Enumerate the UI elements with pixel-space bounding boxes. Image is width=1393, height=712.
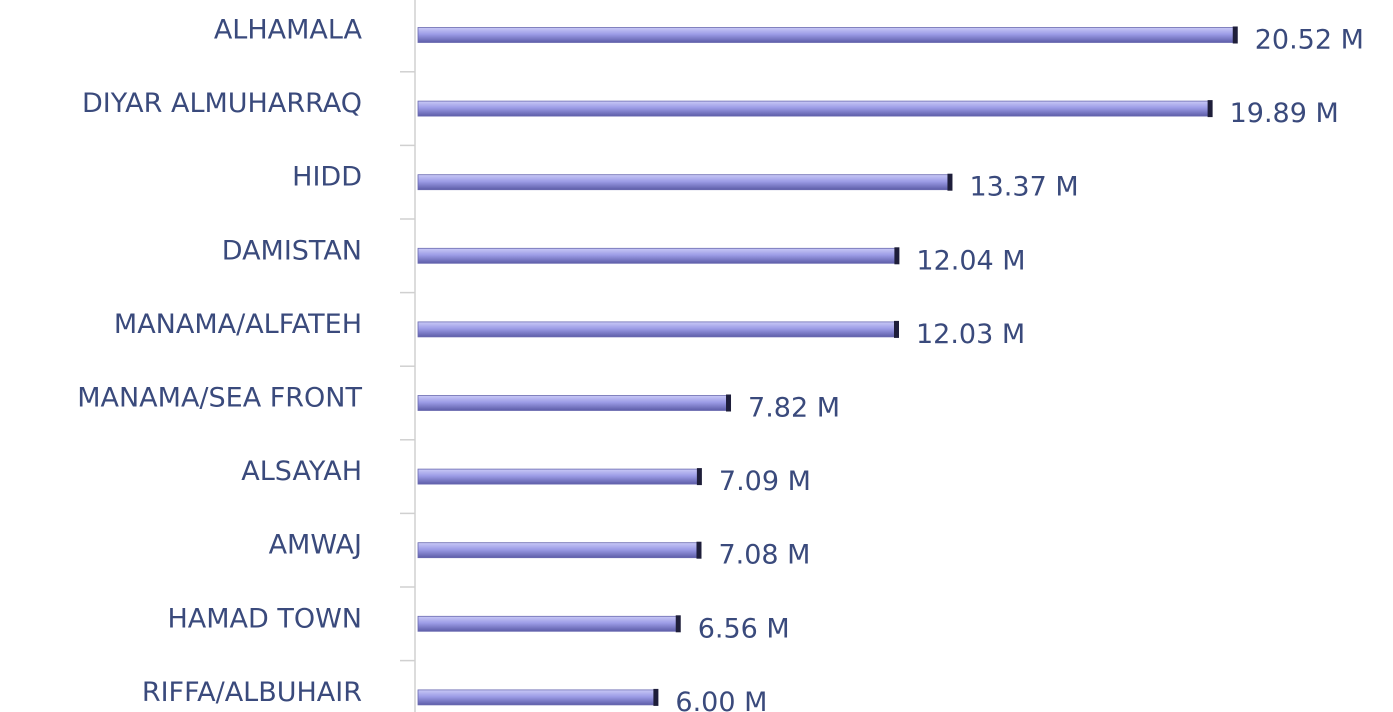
bar-end-cap bbox=[696, 541, 702, 559]
data-label: 6.00 M bbox=[675, 687, 767, 712]
data-label: 13.37 M bbox=[969, 172, 1078, 203]
category-label: AMWAJ bbox=[269, 530, 362, 561]
bar bbox=[417, 321, 899, 338]
category-label: ALHAMALA bbox=[214, 15, 363, 46]
bar-end-cap bbox=[1207, 100, 1213, 118]
category-label: ALSAYAH bbox=[241, 456, 362, 487]
data-label: 7.82 M bbox=[748, 393, 840, 424]
data-label: 12.04 M bbox=[916, 245, 1025, 276]
category-label: DAMISTAN bbox=[222, 235, 362, 266]
data-label: 19.89 M bbox=[1230, 98, 1339, 129]
category-label: MANAMA/ALFATEH bbox=[114, 309, 362, 340]
bar bbox=[417, 542, 701, 559]
data-label: 7.08 M bbox=[718, 540, 810, 571]
bar-end-cap bbox=[893, 320, 899, 338]
bar-end-cap bbox=[653, 688, 659, 706]
bar bbox=[417, 689, 658, 706]
bar bbox=[417, 395, 731, 411]
category-label: RIFFA/ALBUHAIR bbox=[142, 677, 362, 708]
bar-end-cap bbox=[675, 615, 681, 633]
category-label: DIYAR ALMUHARRAQ bbox=[82, 88, 362, 119]
bar-end-cap bbox=[696, 468, 702, 486]
bar bbox=[417, 247, 899, 264]
data-label: 7.09 M bbox=[719, 466, 811, 497]
data-label: 12.03 M bbox=[916, 319, 1025, 350]
bar bbox=[417, 27, 1238, 43]
category-label: HAMAD TOWN bbox=[167, 603, 362, 634]
bar-end-cap bbox=[1232, 26, 1238, 44]
category-label: MANAMA/SEA FRONT bbox=[77, 383, 362, 414]
bar bbox=[417, 100, 1213, 117]
bar-end-cap bbox=[947, 173, 953, 191]
bar-end-cap bbox=[726, 394, 732, 412]
bar bbox=[417, 468, 702, 485]
category-label: HIDD bbox=[292, 162, 362, 193]
bar-end-cap bbox=[894, 247, 900, 265]
data-label: 6.56 M bbox=[698, 613, 790, 644]
bar bbox=[417, 174, 952, 191]
bar bbox=[417, 615, 681, 632]
data-label: 20.52 M bbox=[1255, 25, 1364, 56]
